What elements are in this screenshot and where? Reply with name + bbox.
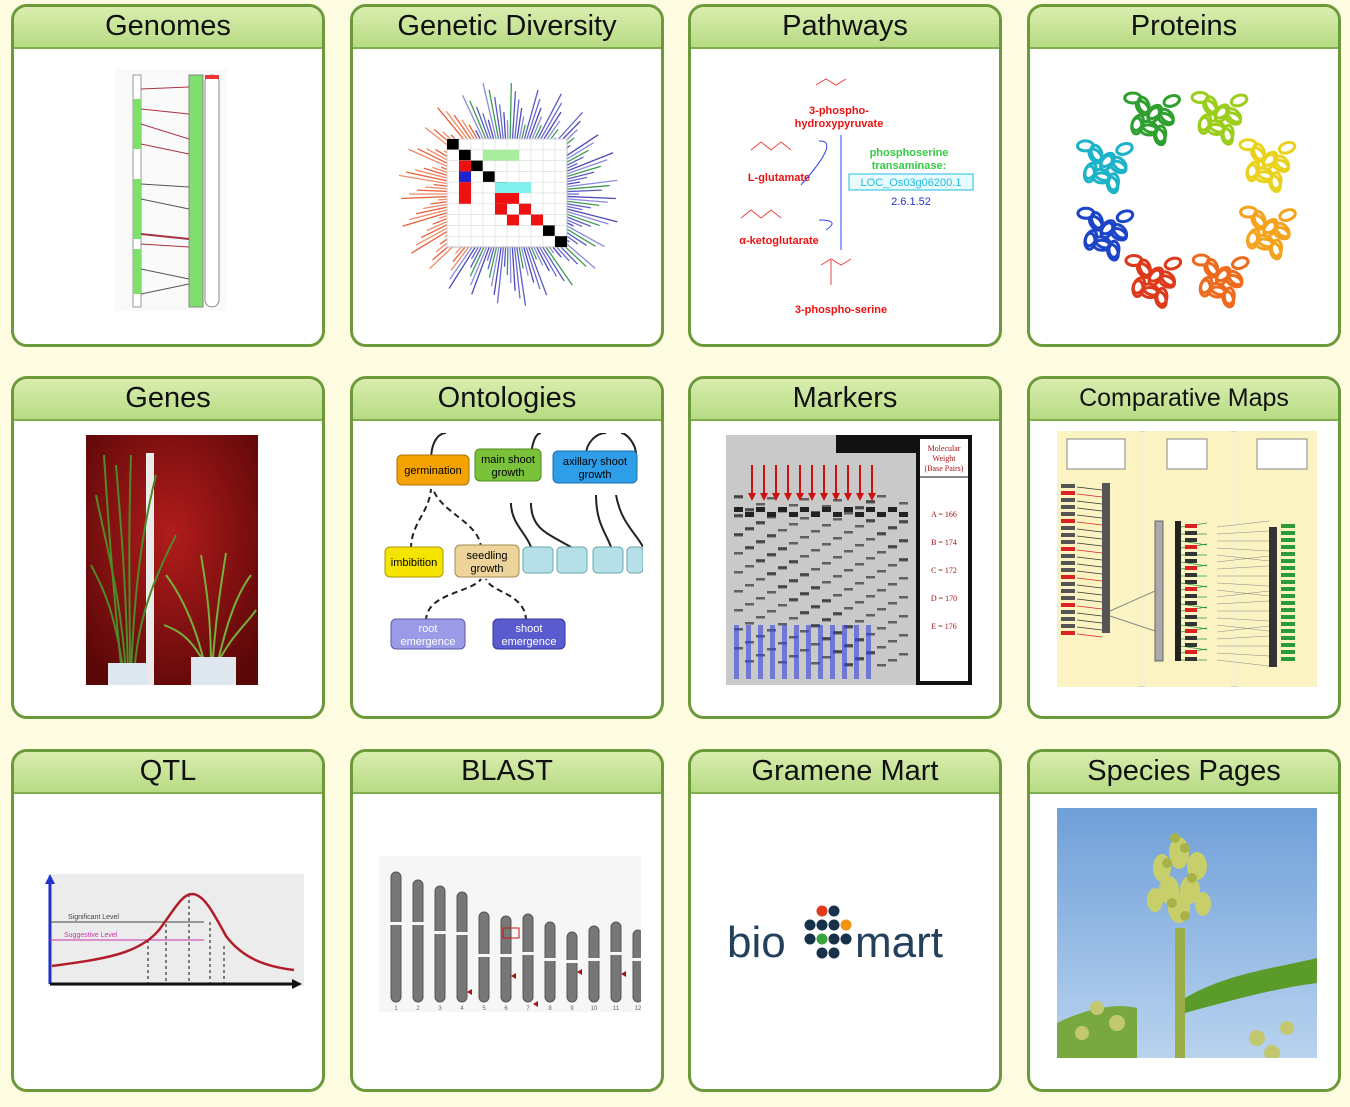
tile-title: BLAST	[353, 752, 661, 794]
tile-genes[interactable]: Genes	[11, 376, 325, 719]
tile-title: Comparative Maps	[1030, 379, 1338, 421]
chromosome-label: 8	[548, 1006, 552, 1012]
tile-title: Genetic Diversity	[353, 7, 661, 49]
tile-title: Genes	[14, 379, 322, 421]
tile-genetic-diversity[interactable]: Genetic Diversity	[350, 4, 664, 347]
logo-text-mart: mart	[855, 918, 943, 967]
tile-title: Gramene Mart	[691, 752, 999, 794]
legend-text: Weight	[933, 454, 957, 463]
biomart-logo-icon: bio mart	[727, 905, 943, 967]
gene-link[interactable]: LOC_Os03g06200.1	[861, 177, 962, 189]
tile-species-pages[interactable]: Species Pages	[1027, 749, 1341, 1092]
metabolite-label: 3-phospho-	[809, 105, 869, 117]
tile-pathways[interactable]: Pathways 3-phospho- hydroxypyruvate L-gl…	[688, 4, 1002, 347]
tile-comparative-maps[interactable]: Comparative Maps	[1027, 376, 1341, 719]
tile-qtl[interactable]: QTL Significant Level Suggestive Level	[11, 749, 325, 1092]
tile-title: Markers	[691, 379, 999, 421]
comparative-map-icon	[1057, 431, 1317, 687]
node-seedling-growth: seedling	[467, 550, 508, 562]
legend-text: (Base Pairs)	[925, 464, 964, 473]
chromosome-label: 4	[460, 1006, 464, 1012]
node-axillary-shoot: axillary shoot	[563, 456, 627, 468]
chromosome-ideogram-icon: 1 2 3 4 5 6 7 8 9 10 11 12	[379, 856, 641, 1012]
allele-size: B = 174	[931, 538, 957, 547]
protein-structure-icon	[1075, 90, 1297, 309]
chromosome-synteny-icon	[115, 69, 227, 311]
allele-size: D = 170	[931, 594, 957, 603]
gel-electrophoresis-icon: Molecular Weight (Base Pairs) A = 166 B …	[726, 435, 972, 685]
tile-title: Species Pages	[1030, 752, 1338, 794]
chromosome-label: 9	[570, 1006, 574, 1012]
metabolite-label: L-glutamate	[748, 172, 810, 184]
node-germination: germination	[404, 465, 461, 477]
chromosome-label: 10	[591, 1006, 598, 1012]
tile-title: QTL	[14, 752, 322, 794]
tile-title: Ontologies	[353, 379, 661, 421]
rice-plant-photo-icon	[86, 435, 258, 685]
enzyme-label: transaminase:	[872, 160, 947, 172]
legend-text: Molecular	[928, 444, 961, 453]
logo-text-bio: bio	[727, 918, 786, 967]
ec-number: 2.6.1.52	[891, 196, 931, 208]
tile-genomes[interactable]: Genomes	[11, 4, 325, 347]
significant-level-label: Significant Level	[68, 914, 119, 921]
tile-title: Pathways	[691, 7, 999, 49]
node-shoot-emergence: emergence	[501, 636, 556, 648]
enzyme-label: phosphoserine	[870, 147, 949, 159]
tile-title: Proteins	[1030, 7, 1338, 49]
metabolite-label: hydroxypyruvate	[795, 118, 884, 130]
suggestive-level-label: Suggestive Level	[64, 932, 118, 939]
tile-gramene-mart[interactable]: Gramene Mart bio mart	[688, 749, 1002, 1092]
chromosome-label: 12	[635, 1006, 641, 1012]
node-imbibition: imbibition	[391, 557, 437, 569]
tile-ontologies[interactable]: Ontologies germination main shoot growth…	[350, 376, 664, 719]
chromosome-label: 3	[438, 1006, 442, 1012]
metabolite-label: 3-phospho-serine	[795, 304, 887, 316]
node-root-emergence: emergence	[400, 636, 455, 648]
qtl-curve-icon: Significant Level Suggestive Level	[45, 874, 304, 989]
allele-size: E = 176	[931, 622, 956, 631]
chromosome-label: 5	[482, 1006, 486, 1012]
tile-markers[interactable]: Markers Molecular Weight (Base Pairs) A …	[688, 376, 1002, 719]
node-seedling-growth: growth	[470, 563, 503, 575]
chromosome-label: 11	[613, 1006, 620, 1012]
tile-title: Genomes	[14, 7, 322, 49]
tile-proteins[interactable]: Proteins	[1027, 4, 1341, 347]
chromosome-label: 2	[416, 1006, 420, 1012]
node-main-shoot: main shoot	[481, 454, 535, 466]
node-axillary-shoot: growth	[578, 469, 611, 481]
tile-blast[interactable]: BLAST 1 2 3 4 5 6 7 8 9 10 11 12	[350, 749, 664, 1092]
node-root-emergence: root	[419, 623, 438, 635]
metabolic-pathway-icon: 3-phospho- hydroxypyruvate L-glutamate α…	[739, 78, 974, 316]
ontology-graph-icon: germination main shoot growth axillary s…	[384, 433, 643, 650]
chromosome-label: 7	[526, 1006, 530, 1012]
phylogenetic-tree-icon	[399, 82, 618, 306]
chromosome-label: 1	[394, 1006, 398, 1012]
metabolite-label: α-ketoglutarate	[739, 235, 819, 247]
allele-size: A = 166	[931, 510, 957, 519]
node-shoot-emergence: shoot	[516, 623, 543, 635]
sorghum-photo-icon	[1057, 808, 1317, 1058]
allele-size: C = 172	[931, 566, 957, 575]
chromosome-label: 6	[504, 1006, 508, 1012]
node-main-shoot: growth	[491, 467, 524, 479]
